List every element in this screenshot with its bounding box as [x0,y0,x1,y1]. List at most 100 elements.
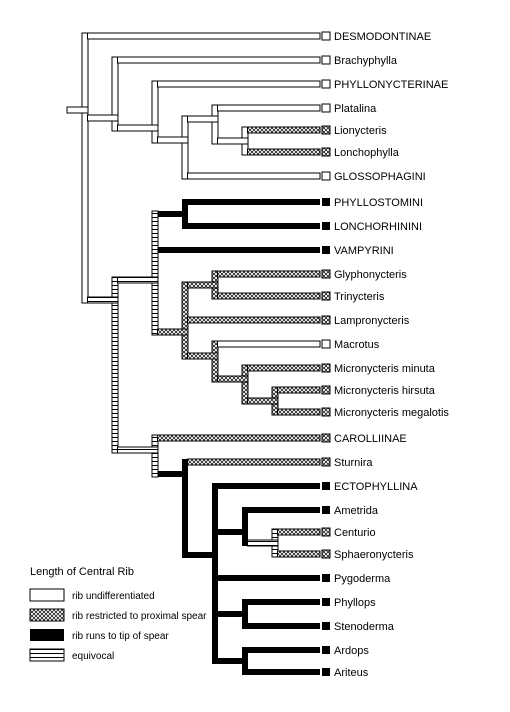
tip-marker [322,550,330,558]
branch-horiz [248,507,321,513]
taxon-label: Lonchophylla [334,147,400,159]
legend-swatch [30,649,64,661]
taxon-label: DESMODONTINAE [334,31,431,43]
taxon-label: Micronycteris megalotis [334,407,449,419]
branch-horiz [88,297,119,303]
taxon-label: Micronycteris hirsuta [334,385,436,397]
branch-horiz [188,282,219,288]
legend-item-label: equivocal [72,651,114,662]
branch-horiz [88,33,321,39]
branch-horiz [188,552,219,558]
tip-marker [322,126,330,134]
root-stub [67,107,88,113]
branch-horiz [188,459,321,465]
tip-marker [322,316,330,324]
legend-item-label: rib runs to tip of spear [72,631,169,642]
branch-vert [152,81,158,143]
tip-marker [322,292,330,300]
branch-horiz [248,127,321,133]
branch-horiz [248,623,321,629]
branch-vert [212,483,218,664]
tip-marker [322,32,330,40]
taxon-label: Ardops [334,645,369,657]
taxon-label: ECTOPHYLLINA [334,481,418,493]
legend-swatch [30,629,64,641]
branch-horiz [188,223,321,229]
legend-item-label: rib restricted to proximal spear [72,611,207,622]
tip-marker [322,668,330,676]
tip-marker [322,270,330,278]
branch-horiz [188,199,321,205]
taxon-label: Ariteus [334,667,369,679]
tip-marker [322,340,330,348]
tip-marker [322,646,330,654]
taxon-label: Brachyphylla [334,55,398,67]
tip-marker [322,386,330,394]
taxon-label: Lampronycteris [334,315,410,327]
branch-horiz [278,529,321,535]
branch-horiz [88,115,119,121]
legend-swatch [30,589,64,601]
taxon-label: Trinycteris [334,291,385,303]
branch-horiz [278,387,321,393]
taxon-label: Phyllops [334,597,376,609]
tip-marker [322,172,330,180]
taxon-label: Platalina [334,103,377,115]
branch-horiz [248,398,279,404]
branch-horiz [218,376,249,382]
branch-horiz [118,447,159,453]
cladogram: DESMODONTINAEBrachyphyllaPHYLLONYCTERINA… [0,0,510,712]
legend-swatch [30,609,64,621]
branch-horiz [218,293,321,299]
branch-horiz [158,329,189,335]
taxon-label: GLOSSOPHAGINI [334,171,426,183]
branch-vert [152,211,158,335]
branch-horiz [158,137,189,143]
branch-horiz [188,353,219,359]
branch-horiz [278,551,321,557]
branch-horiz [158,471,189,477]
branch-horiz [118,125,159,131]
taxon-label: Ametrida [334,505,379,517]
branch-horiz [218,529,249,535]
taxon-label: LONCHORHININI [334,221,422,233]
branch-horiz [248,647,321,653]
taxon-label: Centurio [334,527,376,539]
legend-title: Length of Central Rib [30,566,134,578]
branch-vert [182,116,188,179]
tip-marker [322,56,330,64]
tip-marker [322,482,330,490]
tip-marker [322,574,330,582]
branch-horiz [188,116,219,122]
branch-horiz [248,669,321,675]
branch-horiz [158,247,321,253]
taxon-label: VAMPYRINI [334,245,394,257]
tip-marker [322,80,330,88]
tip-marker [322,408,330,416]
branch-vert [82,33,88,303]
tip-marker [322,434,330,442]
tip-marker [322,246,330,254]
branch-horiz [218,138,249,144]
tip-marker [322,198,330,206]
branch-horiz [188,173,321,179]
taxon-label: Glyphonycteris [334,269,407,281]
taxon-label: Lionycteris [334,125,387,137]
taxon-label: CAROLLIINAE [334,433,407,445]
tip-marker [322,506,330,514]
tip-marker [322,364,330,372]
tip-marker [322,622,330,630]
tip-marker [322,458,330,466]
branch-horiz [218,483,321,489]
branch-horiz [248,365,321,371]
branch-horiz [218,658,249,664]
branch-horiz [188,317,321,323]
branch-horiz [218,271,321,277]
branch-horiz [248,540,279,546]
branch-horiz [158,211,189,217]
taxon-label: Micronycteris minuta [334,363,436,375]
branch-horiz [158,435,321,441]
branch-horiz [218,575,321,581]
taxon-label: Stenoderma [334,621,395,633]
taxon-label: Macrotus [334,339,380,351]
